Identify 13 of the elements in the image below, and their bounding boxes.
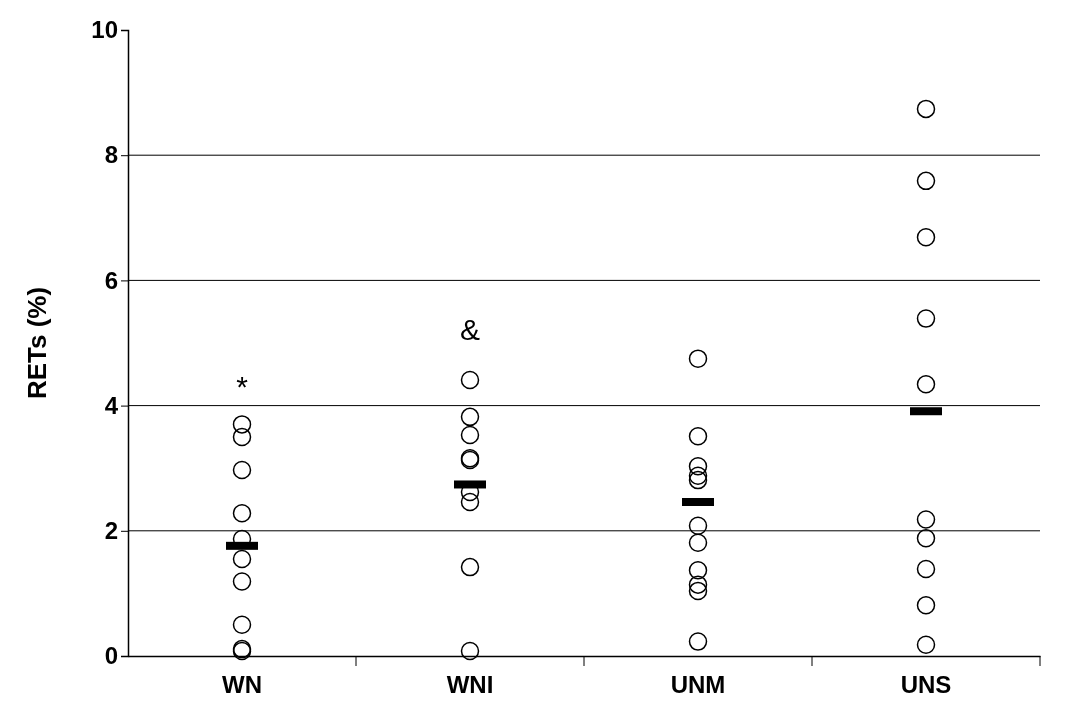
x-tick-label: UNM xyxy=(670,671,726,699)
y-tick-label: 10 xyxy=(91,16,118,44)
y-axis-title: RETs (%) xyxy=(22,286,52,400)
x-tick-label: WN xyxy=(222,671,262,699)
y-tick-label: 0 xyxy=(104,642,118,670)
annotation: & xyxy=(459,313,481,347)
x-tick-label: UNS xyxy=(900,671,952,699)
y-tick-label: 6 xyxy=(104,266,118,294)
annotation: * xyxy=(236,369,249,403)
x-tick-label: WNI xyxy=(446,671,494,699)
y-tick-label: 2 xyxy=(104,516,118,544)
y-tick-label: 4 xyxy=(104,391,119,419)
y-tick-label: 8 xyxy=(104,141,118,169)
